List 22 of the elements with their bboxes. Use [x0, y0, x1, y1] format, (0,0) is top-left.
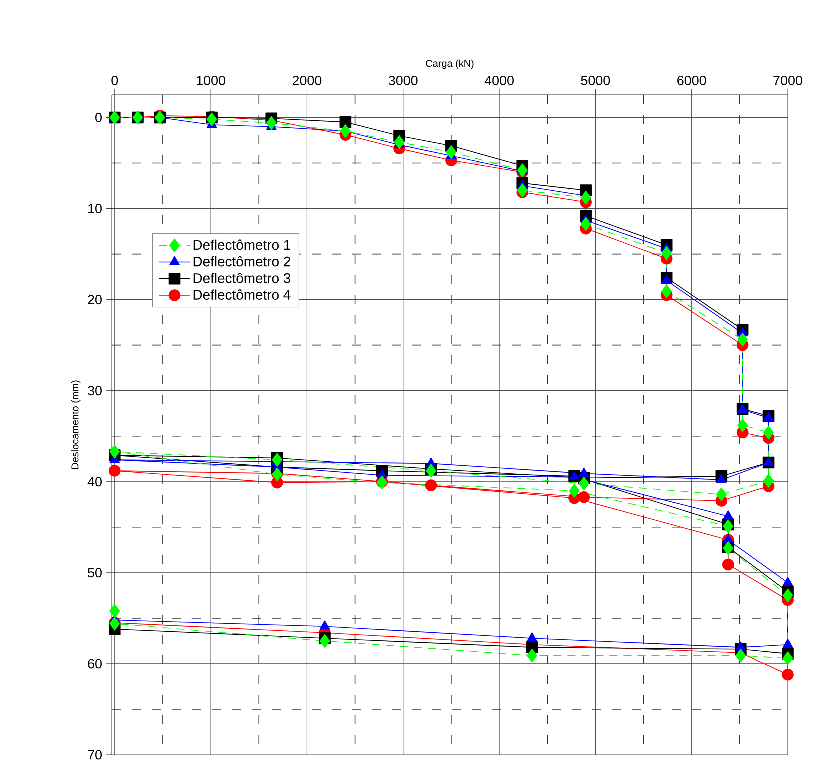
- x-tick-label: 5000: [581, 76, 610, 86]
- y-tick-label: 40: [88, 477, 102, 487]
- x-tick-label: 1000: [197, 76, 226, 86]
- y-axis-title: Deslocamento (mm): [71, 380, 81, 470]
- x-tick-label: 7000: [774, 76, 802, 86]
- x-tick-label: 0: [112, 76, 118, 86]
- y-tick-label: 50: [88, 568, 102, 578]
- x-axis-title: Carga (kN): [426, 60, 474, 70]
- y-tick-label: 0: [96, 112, 102, 123]
- legend-label: Deflectômetro 4: [194, 290, 291, 300]
- y-tick-label: 70: [88, 750, 102, 760]
- y-tick-label: 10: [88, 204, 102, 214]
- x-tick-label: 3000: [388, 76, 418, 86]
- x-tick-label: 6000: [678, 76, 706, 86]
- x-tick-label: 2000: [292, 76, 322, 86]
- y-tick-label: 60: [88, 659, 102, 669]
- legend-label: Deflectômetro 1: [194, 240, 290, 250]
- x-tick-label: 4000: [484, 76, 514, 86]
- legend-label: Deflectômetro 3: [194, 273, 291, 284]
- y-tick-label: 20: [88, 295, 102, 305]
- y-tick-label: 30: [88, 386, 102, 396]
- legend-label: Deflectômetro 2: [194, 256, 290, 267]
